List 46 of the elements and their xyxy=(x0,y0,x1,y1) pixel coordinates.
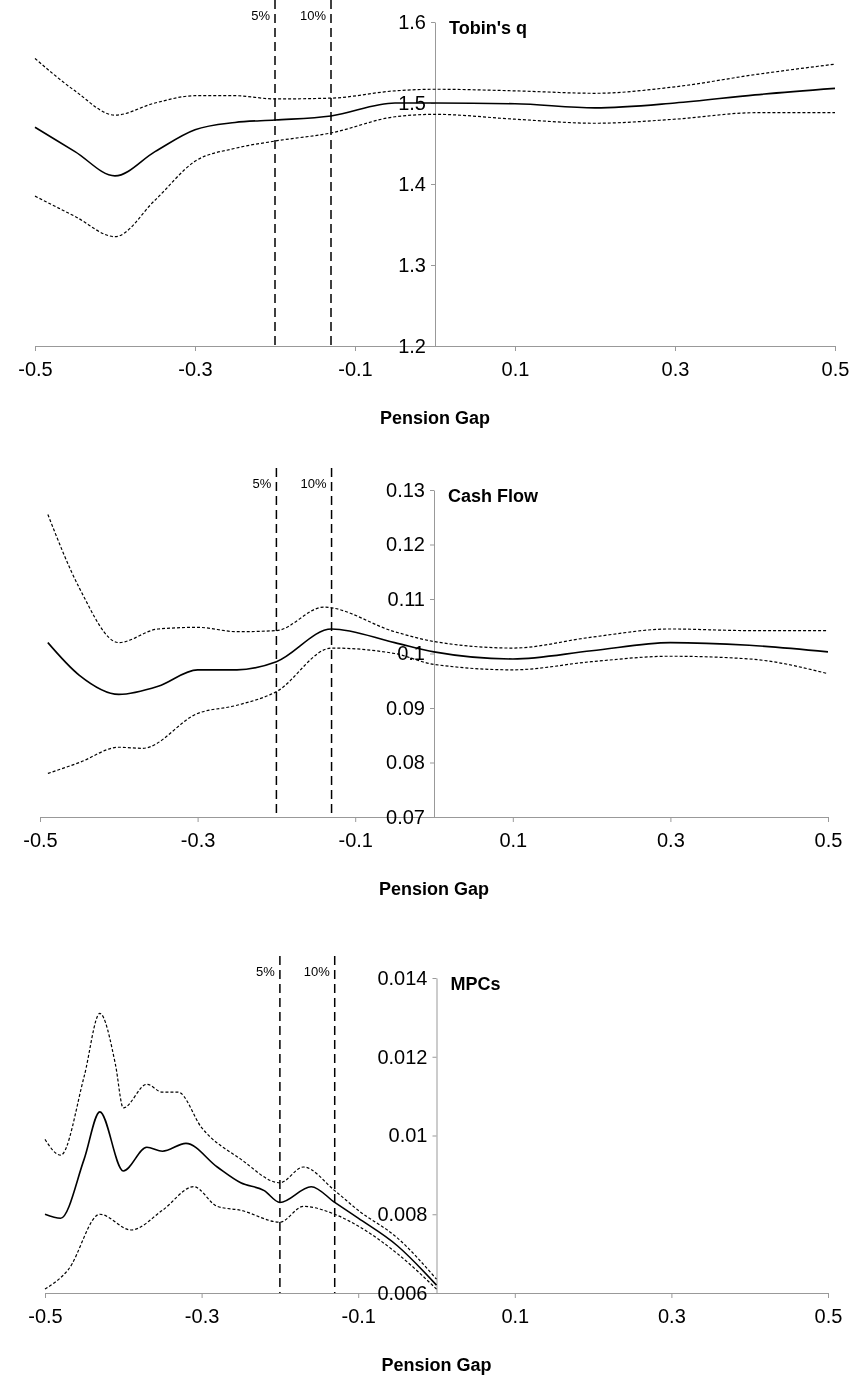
x-axis-title: Pension Gap xyxy=(379,408,491,428)
annotation: 10% xyxy=(300,476,327,491)
x-tick-label: 0.1 xyxy=(501,1305,530,1327)
y-tick-label: 0.01 xyxy=(388,1124,428,1147)
chart-title: Cash Flow xyxy=(448,486,540,506)
x-tick-label: -0.5 xyxy=(23,829,58,851)
annotation: 5% xyxy=(252,476,272,491)
annotation: 10% xyxy=(299,8,327,23)
y-tick-label: 1.6 xyxy=(398,10,426,33)
y-tick-label: 1.2 xyxy=(398,334,426,357)
x-tick-label: -0.5 xyxy=(18,358,53,380)
y-tick-label: 1.3 xyxy=(398,253,426,276)
chart-title: MPCs xyxy=(450,974,501,994)
x-tick-label: -0.3 xyxy=(178,358,213,380)
x-tick-label: -0.1 xyxy=(341,1305,376,1327)
y-tick-label: 0.1 xyxy=(397,642,425,665)
x-tick-label: 0.3 xyxy=(661,358,690,380)
annotation: 5% xyxy=(256,964,276,979)
y-tick-label: 0.014 xyxy=(377,966,428,989)
annotation: 10% xyxy=(303,964,331,979)
x-tick-label: -0.3 xyxy=(184,1305,220,1327)
y-tick-label: 0.13 xyxy=(386,478,425,501)
y-tick-label: 0.008 xyxy=(377,1203,428,1226)
y-tick-label: 0.12 xyxy=(386,533,425,556)
y-tick-label: 0.006 xyxy=(377,1281,428,1304)
y-tick-label: 1.4 xyxy=(398,172,426,195)
annotation: 5% xyxy=(251,8,271,23)
y-tick-label: 0.07 xyxy=(386,805,425,828)
y-tick-label: 0.012 xyxy=(377,1045,428,1068)
x-axis-title: Pension Gap xyxy=(381,1355,492,1375)
x-tick-label: -0.5 xyxy=(28,1305,63,1327)
x-tick-label: -0.1 xyxy=(338,358,373,380)
x-tick-label: 0.1 xyxy=(501,358,530,380)
chart-title: Tobin's q xyxy=(449,18,527,38)
x-axis-title: Pension Gap xyxy=(378,879,490,899)
x-tick-label: 0.3 xyxy=(657,1305,686,1327)
y-tick-label: 0.11 xyxy=(387,587,425,610)
x-tick-label: 0.5 xyxy=(814,829,843,851)
x-tick-label: 0.5 xyxy=(814,1305,843,1327)
x-tick-label: -0.1 xyxy=(338,829,373,851)
y-tick-label: 0.08 xyxy=(386,751,425,774)
x-tick-label: 0.5 xyxy=(821,358,850,380)
x-tick-label: 0.1 xyxy=(499,829,528,851)
x-tick-label: 0.3 xyxy=(656,829,685,851)
x-tick-label: -0.3 xyxy=(180,829,216,851)
y-tick-label: 0.09 xyxy=(386,696,425,719)
